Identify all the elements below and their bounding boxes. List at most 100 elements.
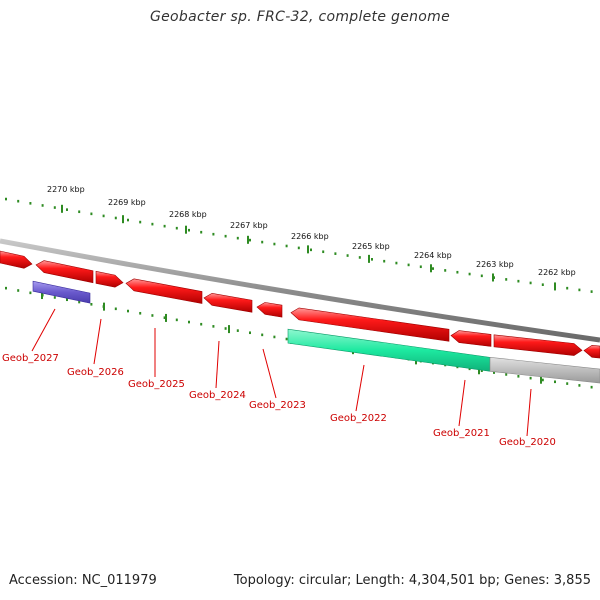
inner-minor-tick: [151, 314, 154, 317]
gene-label-geob-2020[interactable]: Geob_2020: [499, 437, 556, 448]
outer-minor-tick: [505, 278, 508, 281]
outer-minor-tick: [78, 210, 81, 214]
inner-minor-tick: [212, 325, 215, 328]
gene-label-geob-2025[interactable]: Geob_2025: [128, 379, 185, 390]
inner-major-tick: [540, 375, 542, 384]
scale-label-2268: 2268 kbp: [169, 210, 207, 219]
outer-minor-tick: [432, 267, 434, 270]
inner-minor-tick: [566, 382, 569, 385]
gene-label-geob-2027[interactable]: Geob_2027: [2, 353, 59, 364]
gene-label-geob-2021[interactable]: Geob_2021: [433, 428, 490, 439]
outer-minor-tick: [419, 265, 422, 269]
outer-major-tick: [185, 225, 187, 234]
leader-geob-2023: [262, 348, 277, 399]
inner-minor-tick: [139, 311, 142, 315]
outer-minor-tick: [114, 216, 117, 220]
gene-label-geob-2026[interactable]: Geob_2026: [67, 367, 124, 378]
leader-geob-2026: [93, 318, 102, 365]
gene-arrow[interactable]: [256, 302, 283, 318]
gene-arrow[interactable]: [125, 278, 203, 304]
outer-minor-tick: [334, 252, 337, 255]
gene-arrow[interactable]: [203, 292, 253, 313]
inner-minor-tick: [200, 322, 203, 326]
outer-minor-tick: [212, 232, 215, 236]
inner-minor-tick: [578, 384, 581, 387]
inner-minor-tick: [529, 376, 532, 380]
backbone-line: [0, 238, 600, 343]
outer-minor-tick: [371, 258, 373, 261]
inner-minor-tick: [66, 298, 68, 302]
scale-label-2265: 2265 kbp: [352, 242, 390, 251]
gene-label-geob-2023[interactable]: Geob_2023: [249, 400, 306, 411]
inner-major-tick: [228, 325, 230, 334]
feature-bars: [32, 280, 600, 384]
outer-minor-tick: [151, 222, 154, 226]
grey-feature-bar[interactable]: [489, 356, 600, 384]
inner-minor-tick: [517, 375, 520, 378]
gene-label-geob-2024[interactable]: Geob_2024: [189, 390, 246, 401]
outer-minor-tick: [163, 224, 166, 228]
outer-major-tick: [247, 235, 249, 244]
inner-minor-tick: [127, 309, 129, 313]
outer-minor-tick: [249, 238, 251, 242]
gene-arrow[interactable]: [35, 260, 94, 284]
scale-label-2266: 2266 kbp: [291, 232, 329, 241]
scale-label-2262: 2262 kbp: [538, 268, 576, 277]
outer-minor-tick: [407, 263, 410, 267]
leader-geob-2027: [31, 308, 56, 352]
inner-minor-tick: [505, 373, 508, 376]
gene-arrow[interactable]: [493, 334, 583, 356]
scale-label-2267: 2267 kbp: [230, 221, 268, 230]
outer-minor-tick: [17, 199, 20, 203]
purple-feature-bar[interactable]: [32, 280, 91, 304]
outer-minor-tick: [236, 236, 239, 240]
outer-minor-tick: [346, 254, 349, 257]
outer-minor-tick: [517, 279, 520, 283]
inner-minor-tick: [188, 320, 190, 324]
outer-minor-tick: [480, 274, 483, 278]
inner-minor-tick: [480, 369, 483, 373]
leader-geob-2024: [215, 340, 220, 389]
scale-label-2270: 2270 kbp: [47, 185, 85, 194]
gene-arrow[interactable]: [95, 270, 124, 288]
inner-minor-tick: [29, 291, 32, 295]
outer-minor-tick: [29, 202, 32, 205]
inner-minor-tick: [175, 318, 178, 322]
outer-minor-tick: [90, 212, 93, 216]
outer-minor-tick: [41, 204, 44, 207]
outer-minor-tick: [273, 242, 276, 246]
gene-arrow[interactable]: [450, 330, 492, 347]
outer-minor-tick: [261, 240, 264, 244]
outer-minor-tick: [529, 281, 532, 285]
inner-major-tick: [478, 366, 480, 375]
gene-label-geob-2022[interactable]: Geob_2022: [330, 413, 387, 424]
inner-minor-tick: [493, 371, 495, 374]
inner-minor-tick: [224, 327, 227, 330]
inner-minor-tick: [236, 329, 239, 332]
outer-minor-tick: [590, 290, 593, 293]
gene-arrow[interactable]: [583, 344, 600, 359]
gene-arrow[interactable]: [0, 250, 33, 269]
outer-minor-tick: [53, 206, 56, 209]
inner-minor-tick: [554, 380, 556, 384]
outer-major-tick: [307, 245, 309, 254]
inner-major-tick: [103, 302, 105, 311]
inner-minor-tick: [5, 286, 7, 290]
outer-minor-tick: [285, 244, 288, 248]
outer-minor-tick: [541, 283, 544, 286]
leader-geob-2020: [526, 388, 532, 437]
inner-minor-tick: [17, 289, 20, 292]
accession-text: Accession: NC_011979: [9, 573, 157, 588]
outer-minor-tick: [200, 230, 203, 234]
outer-minor-tick: [395, 261, 398, 265]
outer-minor-tick: [188, 228, 190, 232]
genome-summary-text: Topology: circular; Length: 4,304,501 bp…: [233, 573, 591, 588]
inner-minor-tick: [90, 303, 93, 306]
inner-minor-tick: [590, 385, 593, 389]
outer-minor-tick: [102, 214, 105, 218]
outer-minor-tick: [5, 197, 7, 201]
gene-arrow[interactable]: [290, 307, 450, 342]
inner-minor-tick: [249, 331, 251, 335]
outer-minor-tick: [66, 208, 68, 211]
